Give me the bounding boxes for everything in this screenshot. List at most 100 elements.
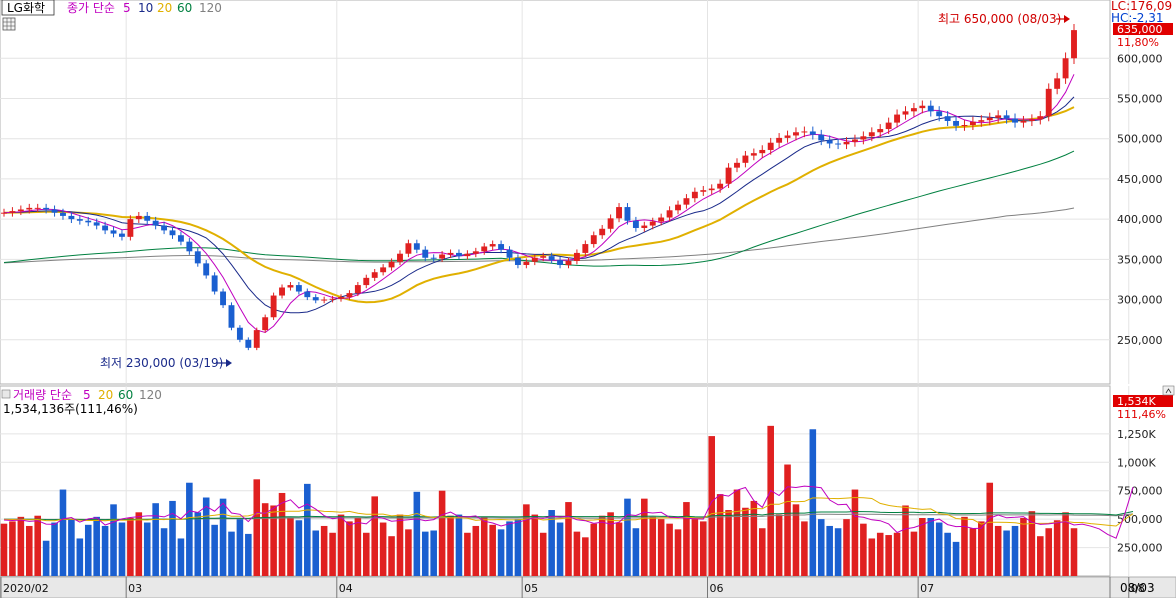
last-volume-change-label: 111,46% [1117, 408, 1166, 421]
candle-body [632, 220, 639, 228]
price-legend-ma10: 10 [138, 1, 153, 15]
volume-bar [843, 519, 850, 576]
volume-bar [641, 498, 648, 576]
ma120-line [3, 207, 1075, 264]
volume-bar [683, 502, 690, 576]
hc-label: HC:-2,31 [1111, 11, 1164, 25]
grid-toggle-icon[interactable] [2, 17, 16, 31]
volume-bar [1045, 528, 1053, 576]
volume-bar [784, 464, 791, 576]
candle-body [649, 221, 656, 226]
volume-bar [464, 532, 471, 576]
volume-bar [657, 519, 665, 576]
volume-bar [801, 521, 808, 576]
volume-bar [902, 505, 909, 576]
volume-bar [472, 525, 480, 576]
symbol-label[interactable]: LG화학 [7, 1, 45, 15]
symbol-box[interactable] [1, 0, 55, 16]
volume-bar [750, 500, 758, 576]
candle-body [228, 305, 235, 328]
volume-bar [767, 425, 774, 576]
volume-bar [202, 497, 210, 576]
volume-bar [978, 521, 985, 576]
candle-body [371, 272, 378, 278]
candle-body [203, 263, 210, 276]
volume-bar [598, 515, 606, 576]
volume-bar [691, 519, 699, 576]
candle-body [582, 244, 589, 253]
price-axis: 250,000 300,000 350,000 400,000 450,000 500,0… [1117, 52, 1163, 347]
candle-body [1012, 118, 1018, 123]
volume-bar [1062, 512, 1069, 576]
candle-body [245, 339, 252, 348]
volume-tick-label: 1,250K [1117, 428, 1156, 441]
candle-body [9, 211, 16, 213]
volume-bar [1028, 511, 1036, 576]
candle-body [498, 244, 505, 250]
volume-bar [17, 516, 25, 576]
candle-body [641, 225, 648, 228]
volume-bar [885, 535, 892, 576]
candle-body [1062, 58, 1069, 79]
volume-bar [607, 512, 614, 576]
candle-body [784, 135, 791, 138]
candle-body [742, 155, 749, 163]
volume-bar [742, 507, 749, 576]
volume-bar [379, 522, 387, 576]
candle-body [236, 327, 243, 340]
candle-body [194, 251, 201, 264]
volume-bar [514, 519, 522, 576]
candle-body [599, 228, 606, 236]
volume-bar [42, 540, 50, 576]
candle-body [270, 295, 277, 318]
candle-body [776, 137, 783, 143]
candles [1, 23, 1077, 351]
volume-bar [935, 522, 943, 576]
candle-body [321, 299, 328, 301]
volume-bar [1011, 525, 1019, 576]
candle-body [119, 233, 125, 237]
volume-bar [497, 529, 505, 576]
candle-body [304, 291, 311, 298]
volume-bar [118, 522, 126, 576]
date-axis: 2020/02 03 04 05 06 07 08 [0, 577, 1145, 598]
candle-body [481, 246, 488, 252]
candle-body [523, 261, 530, 265]
ma20-line [3, 106, 1075, 304]
candle-body [557, 260, 564, 265]
volume-bar [1037, 536, 1044, 576]
volume-bar [944, 532, 951, 576]
candle-body [338, 297, 344, 299]
candle-body [152, 220, 159, 226]
volume-ma20-line [3, 496, 1134, 527]
candle-body [910, 108, 917, 112]
volume-bar [304, 483, 311, 576]
volume-bar [438, 490, 446, 576]
candle-body [93, 222, 100, 226]
candle-body [253, 330, 260, 348]
volume-legend-label: 거래량 단순 [13, 388, 72, 402]
volume-bar [480, 516, 488, 576]
candle-body [464, 253, 471, 257]
candle-body [540, 256, 547, 258]
candle-body [700, 190, 707, 192]
candle-body [262, 317, 269, 331]
volume-bar [93, 516, 100, 576]
volume-bar [110, 504, 117, 576]
volume-bar [809, 429, 817, 576]
volume-bar [194, 512, 202, 576]
collapse-icon[interactable] [1162, 385, 1175, 396]
volume-legend-ma20: 20 [98, 388, 113, 402]
candle-body [211, 275, 218, 292]
volume-bar [506, 521, 513, 576]
volume-bar [615, 522, 623, 576]
month-label: 05 [524, 582, 538, 595]
candle-body [102, 225, 109, 231]
month-label: 04 [339, 582, 353, 595]
candle-body [868, 132, 875, 137]
ma5-line [3, 74, 1075, 334]
volume-bar [733, 489, 741, 576]
volume-bar [396, 514, 404, 576]
volume-bar [489, 524, 496, 576]
